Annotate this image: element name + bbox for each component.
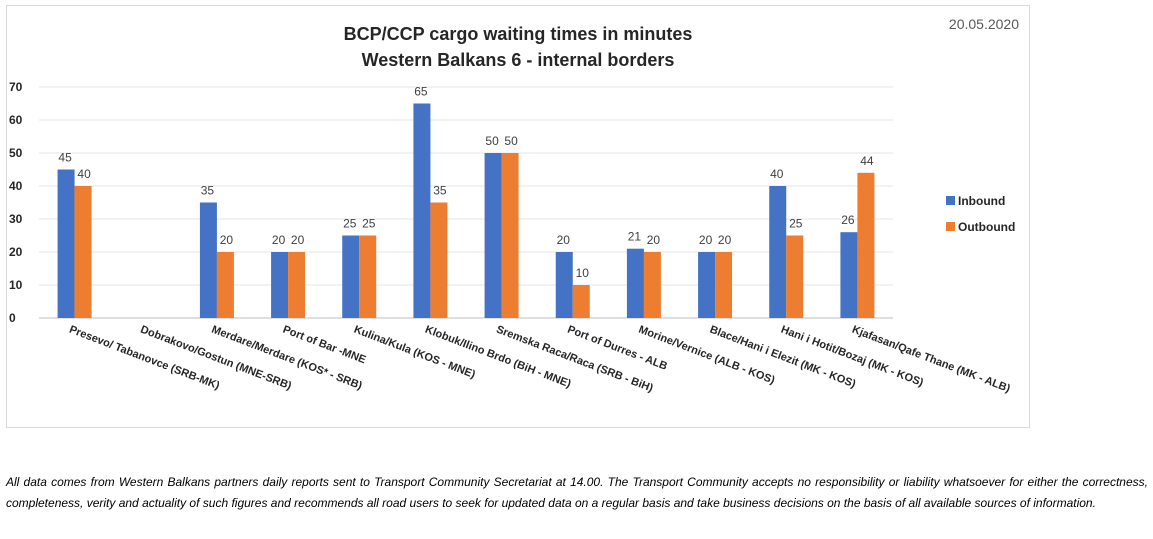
y-tick-label: 40 <box>9 179 23 193</box>
data-label: 50 <box>485 134 499 148</box>
legend-swatch-inbound <box>946 196 955 205</box>
data-label: 21 <box>628 230 642 244</box>
data-label: 20 <box>291 233 305 247</box>
bar-outbound <box>857 172 875 318</box>
data-label: 40 <box>770 167 784 181</box>
data-label: 20 <box>699 233 713 247</box>
y-tick-label: 60 <box>9 113 23 127</box>
disclaimer-text: All data comes from Western Balkans part… <box>6 475 1148 510</box>
bar-outbound <box>359 235 377 318</box>
data-label: 20 <box>272 233 286 247</box>
bar-outbound <box>643 252 661 318</box>
chart-frame: 0 10 20 30 40 50 60 70 45 40 35 20 20 20 25 25 65 35 50 50… <box>6 5 1030 428</box>
bar-outbound <box>216 252 234 318</box>
bar-outbound <box>288 252 306 318</box>
y-tick-label: 30 <box>9 212 23 226</box>
y-tick-label: 0 <box>9 311 16 325</box>
data-label: 20 <box>718 233 732 247</box>
data-label: 25 <box>343 217 357 231</box>
bar-inbound <box>555 252 573 318</box>
bar-inbound <box>342 235 360 318</box>
data-label: 25 <box>789 217 803 231</box>
bar-outbound <box>74 186 92 318</box>
bar-inbound <box>484 153 502 318</box>
chart-title: BCP/CCP cargo waiting times in minutes <box>344 24 693 44</box>
bar-outbound <box>715 252 733 318</box>
y-tick-label: 10 <box>9 278 23 292</box>
data-label: 65 <box>414 85 428 99</box>
x-tick-label: Kulina/Kula (KOS - MNE) <box>352 324 477 382</box>
bar-inbound <box>626 248 644 318</box>
data-label: 50 <box>504 134 518 148</box>
data-label: 20 <box>557 233 571 247</box>
data-label: 44 <box>860 154 874 168</box>
bar-inbound <box>413 103 431 318</box>
bar-chart: 0 10 20 30 40 50 60 70 45 40 35 20 20 20 25 25 65 35 50 50… <box>9 16 1019 396</box>
data-labels: 45 40 35 20 20 20 25 25 65 35 50 50 20 10 21 20 20 20 40 25… <box>58 85 874 281</box>
y-tick-label: 20 <box>9 245 23 259</box>
chart-subtitle: Western Balkans 6 - internal borders <box>362 50 675 70</box>
y-tick-label: 50 <box>9 146 23 160</box>
bar-inbound <box>698 252 716 318</box>
x-axis: Presevo/ Tabanovce (SRB-MK)Dobrakovo/Gos… <box>68 324 1013 396</box>
bar-outbound <box>501 153 519 318</box>
bar-outbound <box>786 235 804 318</box>
gridlines <box>39 86 893 319</box>
data-label: 26 <box>841 213 855 227</box>
data-label: 40 <box>77 167 91 181</box>
bar-outbound <box>572 285 590 318</box>
bar-inbound <box>57 169 75 318</box>
bars <box>57 103 875 318</box>
y-tick-label: 70 <box>9 80 23 94</box>
data-label: 10 <box>576 266 590 280</box>
legend: Inbound Outbound <box>946 194 1015 234</box>
bar-inbound <box>271 252 289 318</box>
bar-inbound <box>769 186 787 318</box>
y-axis: 0 10 20 30 40 50 60 70 <box>9 80 23 325</box>
data-label: 20 <box>220 233 234 247</box>
bar-inbound <box>199 202 217 318</box>
legend-label-outbound: Outbound <box>958 220 1015 234</box>
bar-inbound <box>840 232 858 318</box>
x-tick-label: Morine/Vernice (ALB - KOS) <box>637 324 777 387</box>
data-label: 20 <box>647 233 661 247</box>
report-date: 20.05.2020 <box>949 16 1019 32</box>
data-label: 25 <box>362 217 376 231</box>
legend-swatch-outbound <box>946 222 955 231</box>
data-label: 35 <box>201 184 215 198</box>
bar-outbound <box>430 202 448 318</box>
data-label: 45 <box>58 151 72 165</box>
data-label: 35 <box>433 184 447 198</box>
legend-label-inbound: Inbound <box>958 194 1005 208</box>
